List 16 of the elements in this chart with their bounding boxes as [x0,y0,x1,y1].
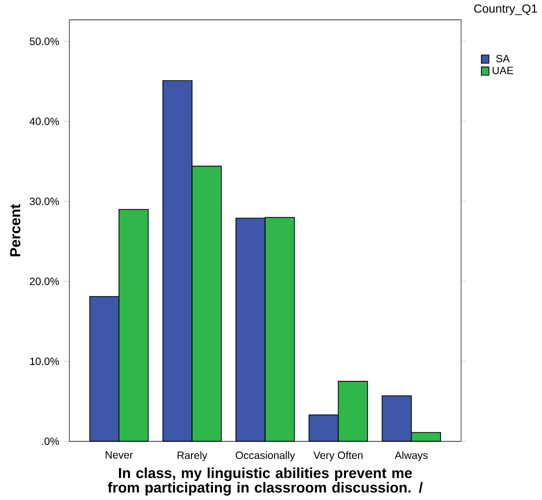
y-tick-label: 40.0% [30,118,59,126]
x-axis-title: In class, my linguistic abilities prevent me from participating in classroom discussion. / [108,468,423,496]
x-tick-label: Always [394,451,428,462]
x-tick-label: Occasionally [236,451,296,462]
x-tick-label: Never [106,451,133,459]
x-tick-label: Very Often [313,451,363,462]
y-tick-label: 30.0% [30,198,59,206]
y-tick-label: 20.0% [30,278,59,286]
y-tick-label: 10.0% [30,358,59,366]
y-tick-label: 50.0% [30,38,59,46]
legend-label: SA [496,54,510,62]
y-axis-title: Percent [10,204,20,256]
y-tick-label: .0% [42,438,59,446]
legend-label: UAE [492,66,514,74]
x-tick-label: Rarely [178,451,208,462]
legend-title: Country_Q1 [474,4,538,16]
